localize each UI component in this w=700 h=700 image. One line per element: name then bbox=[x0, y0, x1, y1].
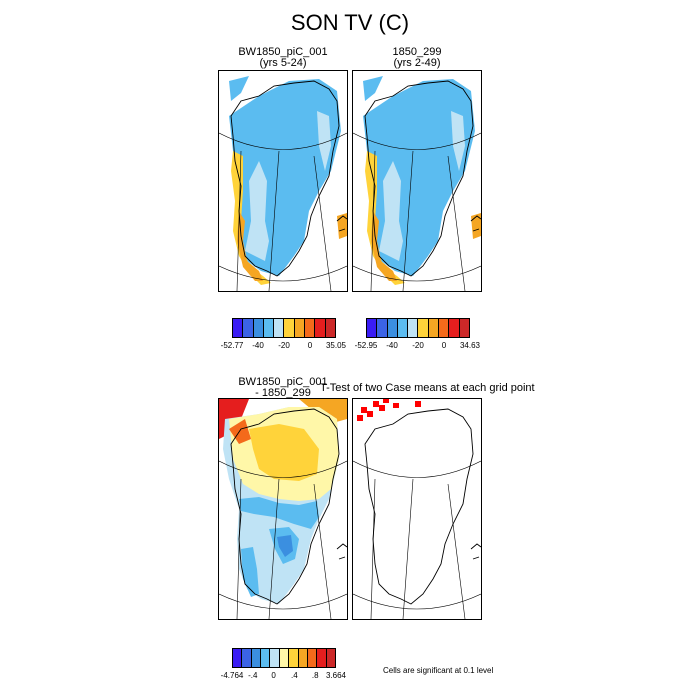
colorbar-label: -20 bbox=[412, 341, 424, 350]
colorbar-label: .4 bbox=[291, 671, 298, 680]
graticule bbox=[353, 460, 481, 619]
colorbar-swatch bbox=[243, 319, 254, 337]
colorbar-swatch bbox=[408, 319, 419, 337]
colorbar-swatch bbox=[233, 319, 244, 337]
colorbar-swatch bbox=[298, 649, 308, 667]
panel-title-1: BW1850_piC_001 bbox=[238, 46, 328, 58]
colorbar-label: 0 bbox=[307, 341, 313, 350]
colorbar-swatch bbox=[294, 319, 306, 337]
colorbar-label: .8 bbox=[311, 671, 319, 680]
colorbar-swatch bbox=[284, 319, 295, 337]
colorbar-swatch bbox=[459, 319, 469, 337]
colorbar-label: 3.664 bbox=[325, 671, 347, 680]
colorbar-difference bbox=[232, 648, 336, 668]
colorbar-label: -20 bbox=[278, 341, 290, 350]
panel-title-4: T-Test of two Case means at each grid po… bbox=[320, 382, 535, 394]
colorbar-labels-difference: -4.764 -.4 0 .4 .8 3.664 bbox=[221, 671, 346, 683]
colorbar-swatch bbox=[261, 649, 271, 667]
panel-subtitle-2: (yrs 2-49) bbox=[393, 57, 441, 69]
colorbar-swatch bbox=[397, 319, 409, 337]
colorbar-label: 0 bbox=[441, 341, 447, 350]
map-panel-ttest bbox=[352, 398, 482, 620]
temperature-cells bbox=[363, 76, 481, 285]
colorbar-swatch bbox=[387, 319, 398, 337]
colorbar-swatch bbox=[279, 649, 290, 667]
graticule bbox=[219, 460, 347, 619]
colorbar-labels-experiment: -52.95 -40 -20 0 34.63 bbox=[355, 341, 480, 353]
colorbar-swatch bbox=[317, 649, 327, 667]
greenland-map-control bbox=[219, 76, 347, 291]
panel-subtitle-1: (yrs 5-24) bbox=[259, 57, 307, 69]
graticule bbox=[353, 132, 481, 291]
colorbar-swatch bbox=[274, 319, 285, 337]
significance-note: Cells are significant at 0.1 level bbox=[383, 666, 494, 675]
colorbar-label: 0 bbox=[271, 671, 276, 680]
map-panel-difference bbox=[218, 398, 348, 620]
colorbar-label: -52.95 bbox=[354, 341, 378, 350]
colorbar-swatch bbox=[305, 319, 316, 337]
colorbar-swatch bbox=[307, 649, 318, 667]
colorbar-swatch bbox=[242, 649, 252, 667]
significant-cells bbox=[357, 399, 421, 421]
colorbar-swatch bbox=[253, 319, 264, 337]
map-panel-experiment bbox=[352, 70, 482, 292]
colorbar-label: 35.05 bbox=[325, 341, 347, 350]
greenland-map-experiment bbox=[353, 76, 481, 291]
colorbar-control bbox=[232, 318, 336, 338]
colorbar-swatch bbox=[418, 319, 429, 337]
colorbar-label: -40 bbox=[252, 341, 264, 350]
colorbar-swatch bbox=[289, 649, 299, 667]
greenland-map-ttest bbox=[353, 399, 481, 619]
greenland-map-difference bbox=[219, 399, 347, 619]
colorbar-swatch bbox=[449, 319, 460, 337]
panel-title-3: BW1850_piC_001 bbox=[238, 376, 328, 388]
colorbar-swatch bbox=[377, 319, 388, 337]
colorbar-swatch bbox=[428, 319, 440, 337]
colorbar-swatch bbox=[263, 319, 275, 337]
temperature-cells bbox=[229, 76, 347, 285]
figure-title: SON TV (C) bbox=[290, 10, 410, 35]
colorbar-label: -52.77 bbox=[220, 341, 244, 350]
colorbar-swatch bbox=[270, 649, 280, 667]
graticule bbox=[219, 132, 347, 291]
colorbar-swatch bbox=[325, 319, 335, 337]
colorbar-labels-control: -52.77 -40 -20 0 35.05 bbox=[221, 341, 346, 353]
colorbar-swatch bbox=[251, 649, 262, 667]
panel-subtitle-3: - 1850_299 bbox=[255, 387, 311, 399]
colorbar-label: -.4 bbox=[248, 671, 258, 680]
colorbar-experiment bbox=[366, 318, 470, 338]
difference-cells bbox=[219, 399, 347, 604]
colorbar-swatch bbox=[439, 319, 450, 337]
colorbar-label: -40 bbox=[386, 341, 398, 350]
colorbar-label: -4.764 bbox=[220, 671, 244, 680]
colorbar-label: 34.63 bbox=[459, 341, 481, 350]
colorbar-swatch bbox=[233, 649, 243, 667]
colorbar-swatch bbox=[367, 319, 378, 337]
colorbar-swatch bbox=[326, 649, 335, 667]
panel-title-2: 1850_299 bbox=[392, 46, 442, 58]
map-panel-control bbox=[218, 70, 348, 292]
colorbar-swatch bbox=[315, 319, 326, 337]
coastlines bbox=[364, 408, 481, 605]
